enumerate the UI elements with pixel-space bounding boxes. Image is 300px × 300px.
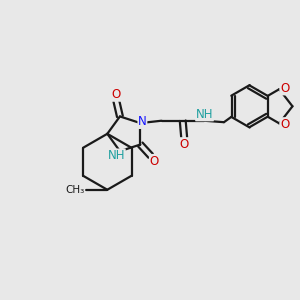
Text: N: N xyxy=(138,116,147,128)
Text: O: O xyxy=(112,88,121,101)
Text: O: O xyxy=(280,118,289,131)
Text: O: O xyxy=(280,82,289,95)
Text: O: O xyxy=(149,154,159,167)
Text: NH: NH xyxy=(108,149,125,162)
Text: NH: NH xyxy=(196,108,213,121)
Text: O: O xyxy=(180,138,189,151)
Text: CH₃: CH₃ xyxy=(65,185,85,195)
